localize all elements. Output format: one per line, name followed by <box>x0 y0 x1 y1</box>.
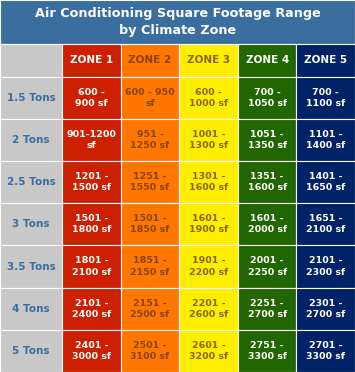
FancyBboxPatch shape <box>296 161 355 203</box>
Text: ZONE 2: ZONE 2 <box>129 55 171 65</box>
Text: 600 -
900 sf: 600 - 900 sf <box>75 88 108 108</box>
FancyBboxPatch shape <box>179 246 238 288</box>
FancyBboxPatch shape <box>0 203 62 246</box>
FancyBboxPatch shape <box>0 0 355 44</box>
Text: 600 - 950
sf: 600 - 950 sf <box>125 88 175 108</box>
Text: 700 -
1050 sf: 700 - 1050 sf <box>247 88 287 108</box>
FancyBboxPatch shape <box>179 288 238 330</box>
Text: 1201 -
1500 sf: 1201 - 1500 sf <box>72 172 111 192</box>
FancyBboxPatch shape <box>179 203 238 246</box>
Text: 1.5 Tons: 1.5 Tons <box>7 93 55 103</box>
FancyBboxPatch shape <box>0 44 62 77</box>
Text: 2101 -
2300 sf: 2101 - 2300 sf <box>306 256 345 276</box>
Text: 1901 -
2200 sf: 1901 - 2200 sf <box>189 256 228 276</box>
Text: 1301 -
1600 sf: 1301 - 1600 sf <box>189 172 228 192</box>
FancyBboxPatch shape <box>238 44 296 77</box>
Text: 2.5 Tons: 2.5 Tons <box>7 177 55 187</box>
Text: 901-1200
sf: 901-1200 sf <box>66 130 116 150</box>
FancyBboxPatch shape <box>0 246 62 288</box>
FancyBboxPatch shape <box>238 330 296 372</box>
Text: 2301 -
2700 sf: 2301 - 2700 sf <box>306 299 345 319</box>
FancyBboxPatch shape <box>238 288 296 330</box>
FancyBboxPatch shape <box>296 246 355 288</box>
Text: 2101 -
2400 sf: 2101 - 2400 sf <box>72 299 111 319</box>
Text: ZONE 1: ZONE 1 <box>70 55 113 65</box>
FancyBboxPatch shape <box>0 77 62 119</box>
Text: 1801 -
2100 sf: 1801 - 2100 sf <box>72 256 111 276</box>
Text: 1851 -
2150 sf: 1851 - 2150 sf <box>130 256 170 276</box>
FancyBboxPatch shape <box>121 203 179 246</box>
FancyBboxPatch shape <box>296 203 355 246</box>
FancyBboxPatch shape <box>121 330 179 372</box>
FancyBboxPatch shape <box>296 119 355 161</box>
Text: ZONE 5: ZONE 5 <box>304 55 347 65</box>
Text: 1501 -
1800 sf: 1501 - 1800 sf <box>72 214 111 234</box>
FancyBboxPatch shape <box>179 330 238 372</box>
FancyBboxPatch shape <box>179 119 238 161</box>
Text: 2601 -
3200 sf: 2601 - 3200 sf <box>189 341 228 361</box>
FancyBboxPatch shape <box>0 330 62 372</box>
Text: 2751 -
3300 sf: 2751 - 3300 sf <box>248 341 286 361</box>
FancyBboxPatch shape <box>0 288 62 330</box>
Text: 2201 -
2600 sf: 2201 - 2600 sf <box>189 299 228 319</box>
FancyBboxPatch shape <box>296 44 355 77</box>
FancyBboxPatch shape <box>121 119 179 161</box>
Text: 1501 -
1850 sf: 1501 - 1850 sf <box>130 214 170 234</box>
FancyBboxPatch shape <box>179 77 238 119</box>
FancyBboxPatch shape <box>238 203 296 246</box>
Text: 2401 -
3000 sf: 2401 - 3000 sf <box>72 341 111 361</box>
FancyBboxPatch shape <box>296 288 355 330</box>
FancyBboxPatch shape <box>121 246 179 288</box>
Text: 3 Tons: 3 Tons <box>12 219 50 229</box>
Text: 1051 -
1350 sf: 1051 - 1350 sf <box>247 130 287 150</box>
Text: 2501 -
3100 sf: 2501 - 3100 sf <box>130 341 170 361</box>
Text: 3.5 Tons: 3.5 Tons <box>7 262 55 272</box>
FancyBboxPatch shape <box>179 44 238 77</box>
Text: Air Conditioning Square Footage Range
by Climate Zone: Air Conditioning Square Footage Range by… <box>35 7 320 37</box>
FancyBboxPatch shape <box>238 246 296 288</box>
FancyBboxPatch shape <box>0 119 62 161</box>
Text: 1601 -
2000 sf: 1601 - 2000 sf <box>247 214 287 234</box>
FancyBboxPatch shape <box>62 119 121 161</box>
Text: 1401 -
1650 sf: 1401 - 1650 sf <box>306 172 345 192</box>
Text: 5 Tons: 5 Tons <box>12 346 50 356</box>
FancyBboxPatch shape <box>0 161 62 203</box>
FancyBboxPatch shape <box>62 203 121 246</box>
Text: 1651 -
2100 sf: 1651 - 2100 sf <box>306 214 345 234</box>
Text: 2151 -
2500 sf: 2151 - 2500 sf <box>130 299 170 319</box>
Text: ZONE 3: ZONE 3 <box>187 55 230 65</box>
FancyBboxPatch shape <box>238 77 296 119</box>
FancyBboxPatch shape <box>179 161 238 203</box>
FancyBboxPatch shape <box>62 288 121 330</box>
FancyBboxPatch shape <box>62 44 121 77</box>
Text: 2 Tons: 2 Tons <box>12 135 50 145</box>
Text: ZONE 4: ZONE 4 <box>246 55 289 65</box>
Text: 1001 -
1300 sf: 1001 - 1300 sf <box>189 130 228 150</box>
FancyBboxPatch shape <box>238 161 296 203</box>
FancyBboxPatch shape <box>62 77 121 119</box>
Text: 2001 -
2250 sf: 2001 - 2250 sf <box>247 256 287 276</box>
FancyBboxPatch shape <box>296 330 355 372</box>
Text: 1251 -
1550 sf: 1251 - 1550 sf <box>130 172 170 192</box>
FancyBboxPatch shape <box>62 246 121 288</box>
Text: 1351 -
1600 sf: 1351 - 1600 sf <box>247 172 287 192</box>
FancyBboxPatch shape <box>121 161 179 203</box>
Text: 700 -
1100 sf: 700 - 1100 sf <box>306 88 345 108</box>
Text: 600 -
1000 sf: 600 - 1000 sf <box>189 88 228 108</box>
Text: 2251 -
2700 sf: 2251 - 2700 sf <box>247 299 287 319</box>
Text: 951 -
1250 sf: 951 - 1250 sf <box>130 130 170 150</box>
FancyBboxPatch shape <box>62 330 121 372</box>
Text: 2701 -
3300 sf: 2701 - 3300 sf <box>306 341 345 361</box>
Text: 1601 -
1900 sf: 1601 - 1900 sf <box>189 214 228 234</box>
FancyBboxPatch shape <box>62 161 121 203</box>
FancyBboxPatch shape <box>296 77 355 119</box>
FancyBboxPatch shape <box>121 44 179 77</box>
FancyBboxPatch shape <box>238 119 296 161</box>
Text: 4 Tons: 4 Tons <box>12 304 50 314</box>
FancyBboxPatch shape <box>121 77 179 119</box>
Text: 1101 -
1400 sf: 1101 - 1400 sf <box>306 130 345 150</box>
FancyBboxPatch shape <box>121 288 179 330</box>
